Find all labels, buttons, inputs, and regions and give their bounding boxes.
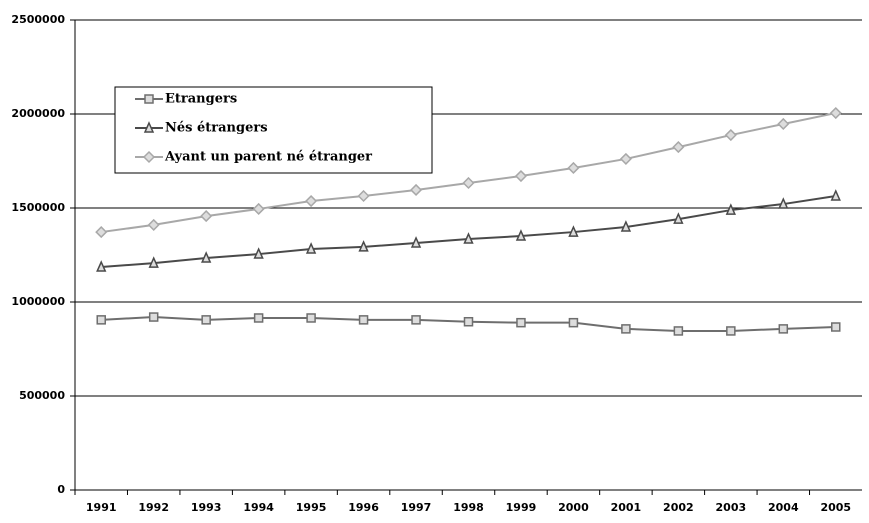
marker [201,251,212,263]
y-tick-label: 0 [57,483,65,496]
marker [463,316,474,327]
marker [305,242,317,254]
marker [253,313,264,323]
x-tick-label: 2002 [663,501,694,514]
x-tick-label: 2000 [558,501,589,514]
x-tick-label: 2001 [611,501,642,514]
series-line [101,194,836,269]
marker [142,150,156,164]
marker [568,317,579,328]
marker [410,236,422,248]
x-tick-label: 1991 [86,501,117,514]
marker [831,322,841,332]
marker [358,240,369,252]
marker [725,203,736,215]
y-tick-label: 1500000 [11,201,65,214]
marker [673,326,684,336]
marker [357,189,370,203]
legend: Etrangers Nés étrangers Ayant un parent né… [114,86,433,174]
x-tick-label: 1999 [506,501,537,514]
x-tick-label: 1998 [453,501,484,514]
y-tick-label: 2500000 [11,13,65,26]
marker [95,226,108,239]
y-tick-label: 2000000 [11,107,65,120]
marker [96,260,107,272]
legend-box [114,86,433,174]
x-tick-label: 1995 [296,501,327,514]
marker [252,202,265,216]
marker [726,326,736,336]
x-tick-label: 1993 [191,501,222,514]
marker [306,313,316,323]
marker [305,194,318,208]
marker [201,315,211,325]
marker [253,247,264,259]
marker [777,117,790,131]
marker [147,218,160,231]
y-tick-label: 500000 [19,389,65,402]
x-tick-label: 2004 [768,501,799,514]
x-tick-label: 1997 [401,501,432,514]
x-tick-label: 1996 [348,501,379,514]
marker [411,315,421,325]
marker [143,121,155,133]
marker [778,324,789,334]
marker [516,317,526,328]
legend-label: Etrangers [165,92,237,107]
marker [673,212,684,224]
x-tick-label: 2003 [716,501,747,514]
marker [621,324,631,334]
x-tick-label: 1992 [138,501,169,514]
marker [672,141,685,154]
marker [148,256,159,268]
marker [96,315,106,325]
marker [515,229,527,241]
legend-label: Ayant un parent né étranger [164,150,372,165]
marker [358,315,369,325]
marker [724,128,737,142]
marker [462,176,475,190]
y-tick-label: 1000000 [11,295,65,308]
legend-label: Nés étrangers [165,121,268,136]
marker [619,152,632,165]
marker [463,232,474,244]
x-tick-label: 2005 [820,501,851,514]
x-tick-label: 1994 [243,501,274,514]
marker [409,183,423,197]
marker [514,169,528,183]
marker [144,94,154,104]
marker [830,189,841,201]
marker [620,220,632,232]
marker [568,225,579,237]
marker [200,210,213,223]
marker [148,312,159,322]
marker [567,161,580,175]
marker [829,106,842,120]
marker [778,197,789,209]
